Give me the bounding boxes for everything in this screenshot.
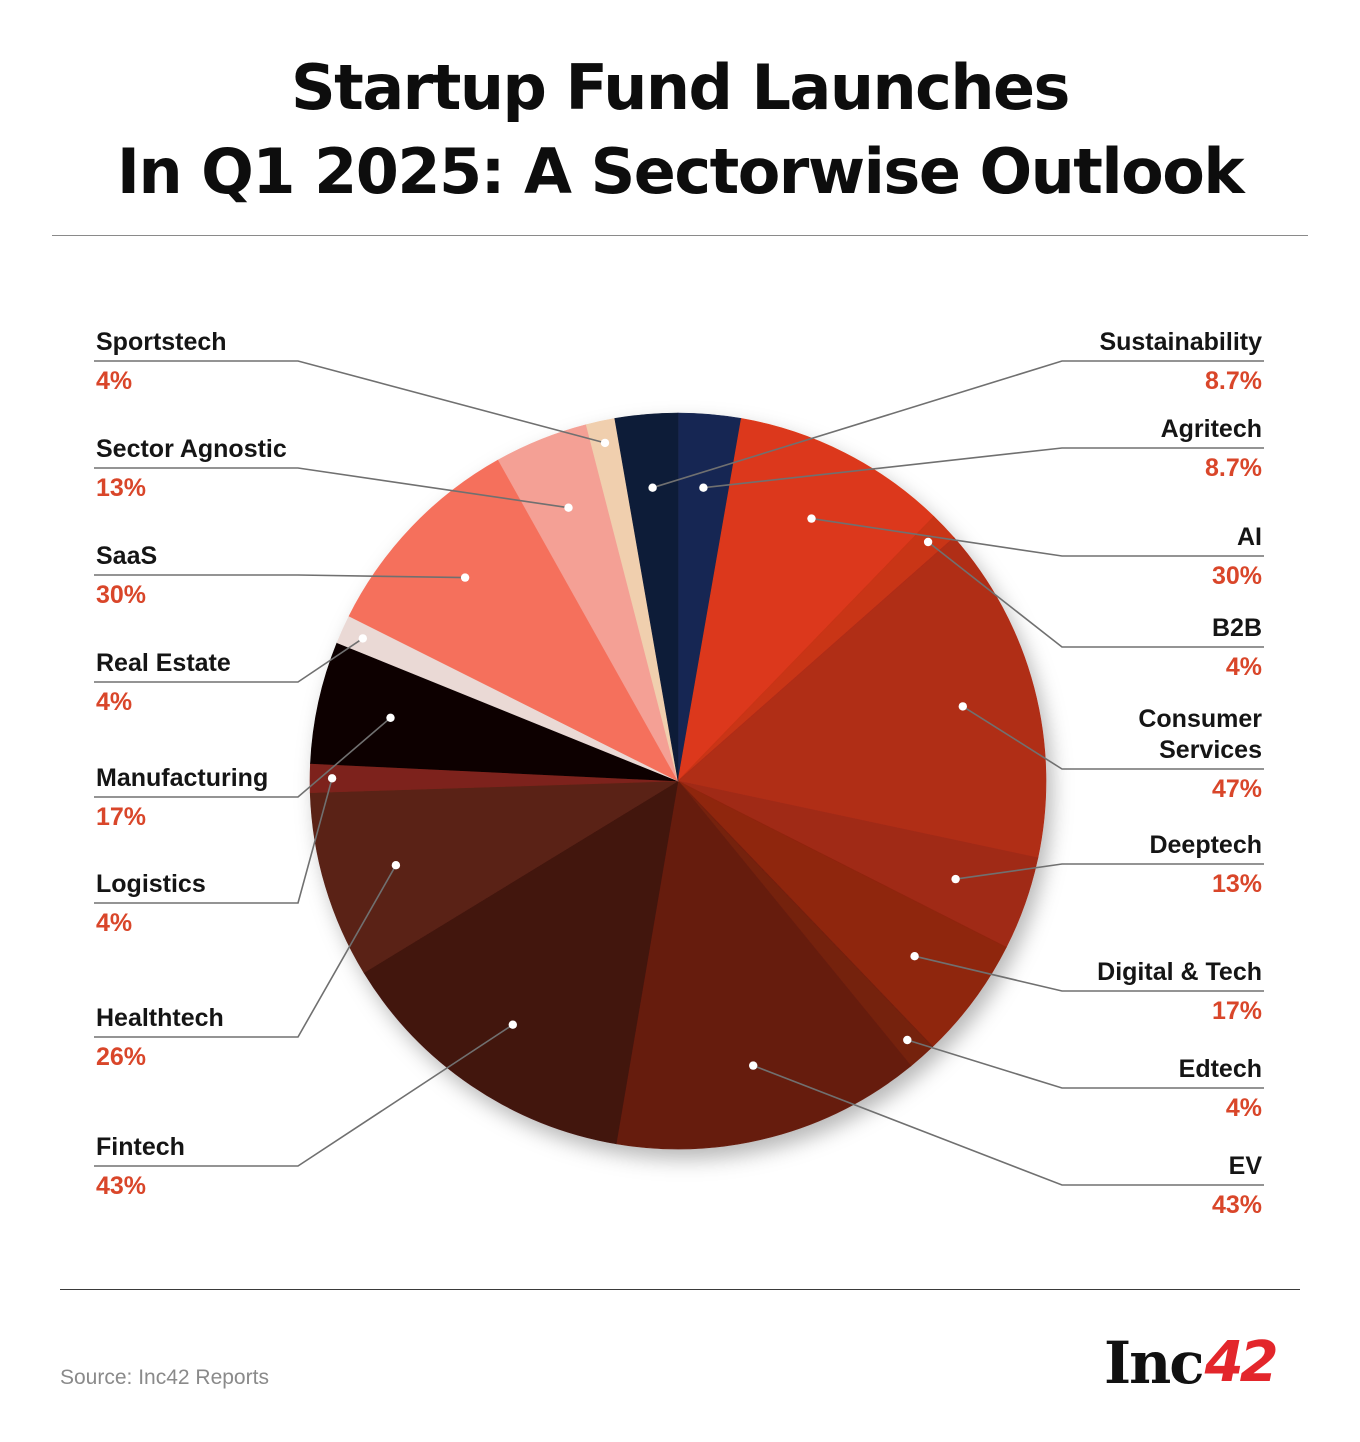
leader-line-edtech bbox=[907, 1039, 1264, 1089]
leader-lines bbox=[94, 360, 1264, 1186]
slice-value-ai: 30% bbox=[1212, 562, 1262, 590]
chart-title: Startup Fund Launches In Q1 2025: A Sect… bbox=[0, 46, 1360, 214]
slice-name-b2b: B2B bbox=[1212, 614, 1262, 642]
slice-name-saas: SaaS bbox=[96, 542, 157, 570]
leader-line-healthtech bbox=[94, 864, 397, 1038]
slice-marker-edtech bbox=[903, 1035, 912, 1045]
slice-marker-saas bbox=[460, 573, 470, 582]
slice-name-ev: EV bbox=[1229, 1152, 1263, 1180]
slice-name-healthtech: Healthtech bbox=[96, 1004, 224, 1032]
slice-value-digital-and-tech: 17% bbox=[1212, 997, 1262, 1025]
leader-line-sportstech bbox=[94, 360, 606, 444]
slice-marker-logistics bbox=[327, 774, 337, 783]
slice-name-real-estate: Real Estate bbox=[96, 649, 231, 677]
slice-labels: Agritech 8.7% AI 30% B2B 4% Consumer Services 47… bbox=[96, 328, 1262, 1219]
top-divider bbox=[52, 235, 1308, 236]
leader-line-digital-and-tech bbox=[914, 955, 1264, 992]
slice-marker-digital-and-tech bbox=[910, 952, 919, 961]
slice-name-edtech: Edtech bbox=[1179, 1055, 1262, 1083]
leader-line-sector-agnostic bbox=[94, 467, 569, 509]
slice-value-consumer-services: 47% bbox=[1212, 775, 1262, 803]
pie-slice-ai bbox=[677, 418, 935, 782]
leader-line-fintech bbox=[94, 1024, 514, 1167]
slice-value-saas: 30% bbox=[96, 581, 146, 609]
slice-marker-b2b bbox=[923, 537, 933, 547]
slice-name-logistics: Logistics bbox=[96, 870, 206, 898]
slice-value-real-estate: 4% bbox=[96, 688, 132, 716]
slice-name-deeptech: Deeptech bbox=[1149, 831, 1262, 859]
slice-marker-healthtech bbox=[391, 861, 401, 870]
pie-slice-healthtech bbox=[309, 780, 680, 974]
slice-name-sportstech: Sportstech bbox=[96, 328, 227, 356]
slice-name-ai: AI bbox=[1237, 523, 1262, 551]
slice-name-agritech: Agritech bbox=[1161, 415, 1262, 443]
leader-line-saas bbox=[94, 574, 466, 579]
chart-title-line-2: In Q1 2025: A Sectorwise Outlook bbox=[116, 135, 1245, 208]
slice-value-sector-agnostic: 13% bbox=[96, 474, 146, 502]
source-note: Source: Inc42 Reports bbox=[60, 1366, 269, 1389]
slice-marker-sustainability bbox=[648, 483, 657, 492]
leader-line-ai bbox=[811, 517, 1264, 557]
slice-name-sustainability: Sustainability bbox=[1099, 328, 1262, 356]
slice-marker-manufacturing bbox=[386, 713, 395, 722]
pie-slice-saas bbox=[348, 459, 679, 782]
inc42-logo: Inc42 bbox=[1104, 1329, 1279, 1397]
leader-line-consumer-services bbox=[962, 705, 1264, 770]
slice-name-sector-agnostic: Sector Agnostic bbox=[96, 435, 287, 463]
slice-value-b2b: 4% bbox=[1226, 653, 1262, 681]
slice-marker-agritech bbox=[699, 483, 708, 492]
slice-value-ev: 43% bbox=[1212, 1191, 1262, 1219]
leader-line-logistics bbox=[94, 778, 333, 904]
logo-number: 42 bbox=[1204, 1330, 1279, 1395]
slice-value-healthtech: 26% bbox=[96, 1043, 146, 1071]
pie-slice-fintech bbox=[363, 780, 679, 1145]
slice-name-fintech: Fintech bbox=[96, 1133, 185, 1161]
pie-slice-consumer-services bbox=[677, 537, 1047, 859]
slice-value-manufacturing: 17% bbox=[96, 803, 146, 831]
slice-value-agritech: 8.7% bbox=[1205, 454, 1262, 482]
bottom-divider bbox=[60, 1289, 1300, 1290]
slice-marker-sector-agnostic bbox=[564, 503, 573, 512]
slice-value-fintech: 43% bbox=[96, 1172, 146, 1200]
logo-text: Inc bbox=[1104, 1329, 1205, 1397]
leader-line-b2b bbox=[927, 541, 1264, 648]
leader-line-deeptech bbox=[955, 863, 1264, 880]
leader-line-agritech bbox=[703, 447, 1264, 489]
slice-value-deeptech: 13% bbox=[1212, 870, 1262, 898]
pie-slices bbox=[309, 412, 1047, 1150]
leader-line-sustainability bbox=[652, 360, 1264, 489]
slice-marker-real-estate bbox=[358, 634, 367, 643]
slice-marker-sportstech bbox=[600, 438, 610, 448]
slice-value-sportstech: 4% bbox=[96, 367, 132, 395]
slice-value-edtech: 4% bbox=[1226, 1094, 1262, 1122]
pie-slice-ev bbox=[615, 780, 912, 1150]
slice-marker-ai bbox=[807, 514, 816, 523]
slice-value-sustainability: 8.7% bbox=[1205, 367, 1262, 395]
slice-marker-ev bbox=[749, 1061, 758, 1070]
slice-marker-fintech bbox=[508, 1020, 517, 1029]
leader-line-real-estate bbox=[94, 637, 364, 683]
leader-line-manufacturing bbox=[94, 717, 392, 798]
slice-name-manufacturing: Manufacturing bbox=[96, 764, 268, 792]
leader-line-ev bbox=[752, 1064, 1264, 1186]
slice-marker-deeptech bbox=[951, 874, 960, 884]
slice-marker-consumer-services bbox=[958, 702, 967, 711]
slice-name-consumer-services-2: Services bbox=[1159, 736, 1262, 764]
chart-title-line-1: Startup Fund Launches bbox=[291, 51, 1070, 124]
pie-slice-sustainability bbox=[614, 412, 679, 782]
slice-name-consumer-services-1: Consumer bbox=[1138, 705, 1262, 733]
slice-value-logistics: 4% bbox=[96, 909, 132, 937]
slice-name-digital-and-tech: Digital & Tech bbox=[1097, 958, 1262, 986]
